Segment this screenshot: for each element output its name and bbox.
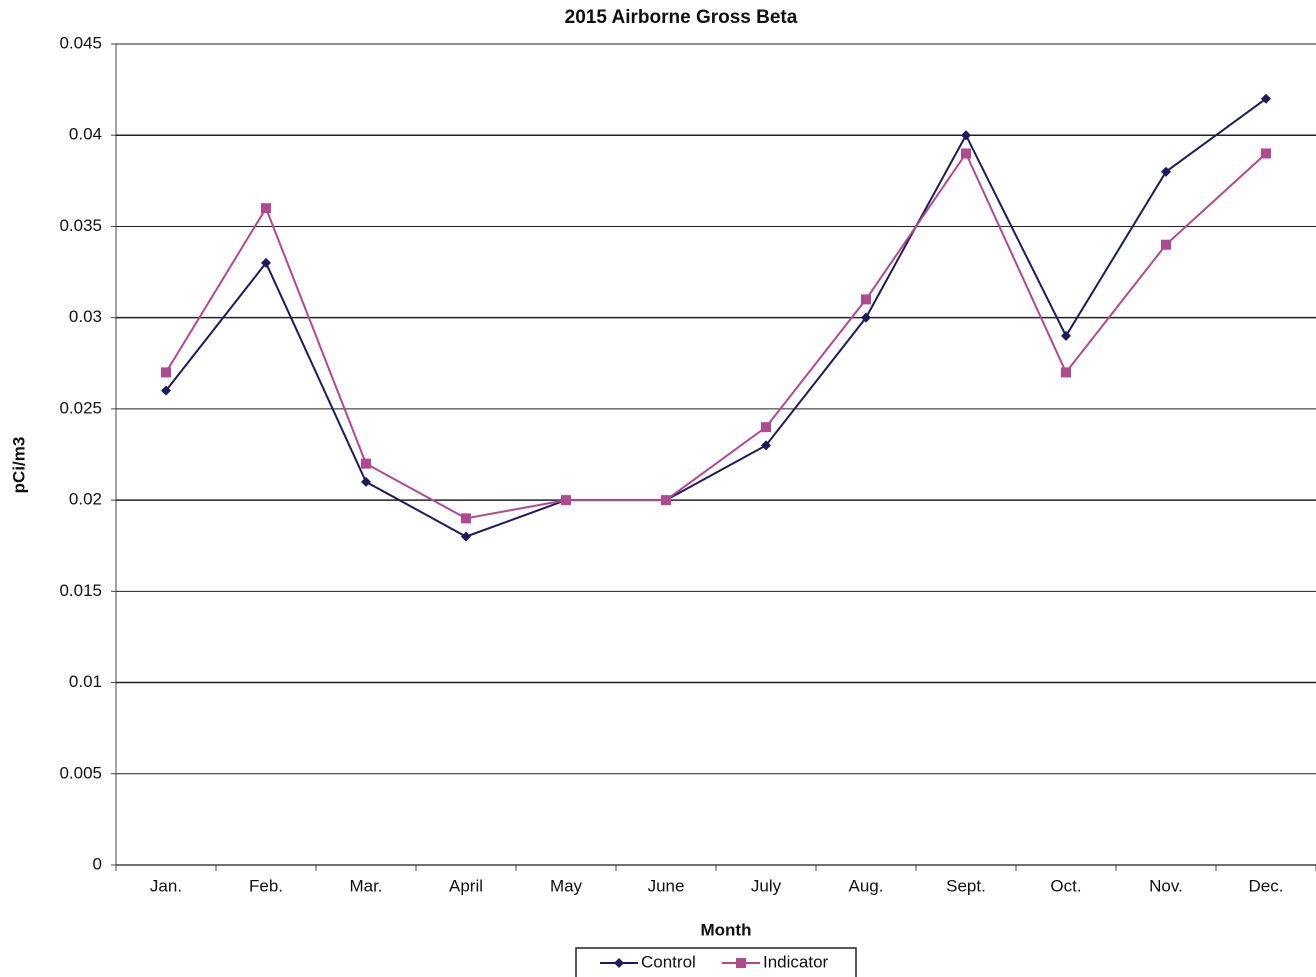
marker bbox=[261, 203, 271, 214]
x-tick-label: Nov. bbox=[1149, 876, 1183, 895]
marker bbox=[1261, 148, 1271, 159]
marker bbox=[761, 422, 771, 433]
marker bbox=[361, 476, 371, 487]
marker bbox=[161, 367, 171, 378]
y-tick-label: 0.025 bbox=[59, 398, 102, 417]
legend-marker bbox=[614, 958, 624, 968]
x-tick-label: Feb. bbox=[249, 876, 283, 895]
x-tick-label: Sept. bbox=[946, 876, 986, 895]
marker bbox=[461, 513, 471, 524]
x-tick-label: Oct. bbox=[1050, 876, 1081, 895]
x-axis-label: Month bbox=[701, 920, 752, 939]
x-tick-label: May bbox=[550, 876, 583, 895]
y-tick-label: 0.02 bbox=[69, 490, 102, 509]
series-line bbox=[165, 97, 1267, 538]
marker bbox=[1161, 166, 1171, 177]
marker bbox=[461, 531, 471, 542]
y-tick-label: 0.03 bbox=[69, 307, 102, 326]
marker bbox=[961, 130, 971, 141]
marker bbox=[1161, 239, 1171, 250]
x-tick-label: June bbox=[648, 876, 685, 895]
x-tick-label: Aug. bbox=[849, 876, 884, 895]
y-tick-label: 0.04 bbox=[69, 125, 102, 144]
legend-label: Control bbox=[641, 952, 696, 971]
marker bbox=[661, 495, 671, 506]
marker bbox=[1261, 93, 1271, 104]
chart-title: 2015 Airborne Gross Beta bbox=[565, 7, 798, 28]
marker bbox=[1061, 367, 1071, 378]
marker bbox=[161, 385, 171, 396]
y-axis-label: pCi/m3 bbox=[9, 437, 28, 494]
marker bbox=[961, 148, 971, 159]
x-tick-label: April bbox=[449, 876, 483, 895]
x-tick-label: Dec. bbox=[1249, 876, 1284, 895]
legend-label: Indicator bbox=[763, 952, 829, 971]
x-tick-label: Jan. bbox=[150, 876, 182, 895]
x-tick-label: July bbox=[751, 876, 782, 895]
y-tick-label: 0.005 bbox=[59, 763, 102, 782]
marker bbox=[261, 257, 271, 268]
y-tick-label: 0.035 bbox=[59, 216, 102, 235]
y-tick-label: 0.045 bbox=[59, 33, 102, 52]
y-tick-label: 0 bbox=[93, 854, 102, 873]
y-tick-label: 0.01 bbox=[69, 672, 102, 691]
marker bbox=[561, 495, 571, 506]
marker bbox=[861, 294, 871, 305]
marker bbox=[861, 312, 871, 323]
x-tick-label: Mar. bbox=[349, 876, 382, 895]
legend-marker bbox=[736, 958, 746, 968]
marker bbox=[1061, 330, 1071, 341]
series-line bbox=[165, 151, 1267, 520]
marker bbox=[361, 458, 371, 469]
y-tick-label: 0.015 bbox=[59, 581, 102, 600]
marker bbox=[761, 440, 771, 451]
